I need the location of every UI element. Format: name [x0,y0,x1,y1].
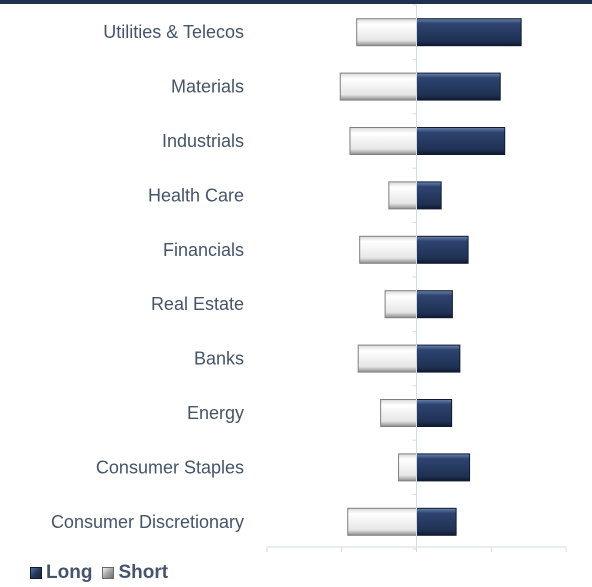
bar-short [347,507,418,536]
bar-short [388,181,417,210]
bar-short [384,290,418,319]
long-swatch-icon [30,567,42,579]
bar-long [416,235,469,264]
bar-long [416,181,442,210]
top-border [0,0,592,4]
category-label: Materials [171,77,244,97]
bar-short [398,453,417,482]
bar-long [416,72,501,101]
bar-short [339,72,418,101]
category-label: Consumer Staples [96,457,244,477]
legend: Long Short [30,562,168,584]
category-label: Real Estate [151,294,244,314]
bar-long [416,507,457,536]
bar-long [416,127,506,155]
category-label: Financials [163,240,244,260]
category-label: Utilities & Telecos [103,22,244,42]
legend-long-label: Long [46,562,93,583]
bar-chart: Utilities & Telecos Materials Industrials H… [51,4,567,552]
bar-short [357,344,418,373]
legend-short-label: Short [118,562,169,583]
bar-short [356,18,418,47]
short-swatch-icon [102,567,115,579]
legend-item-short: Short [102,562,168,584]
category-label: Banks [194,349,244,369]
axes [266,4,567,552]
bar-short [359,235,418,264]
bar-long [416,18,522,47]
bar-long [416,453,471,482]
bar-long [416,290,453,319]
legend-item-long: Long [30,562,92,584]
bar-long [416,399,453,427]
category-labels: Utilities & Telecos Materials Industrials H… [51,22,244,532]
category-label: Energy [187,403,244,423]
category-label: Consumer Discretionary [51,512,244,532]
category-label: Industrials [162,131,244,151]
category-label: Health Care [148,185,244,205]
bar-long [416,344,461,373]
bar-short [349,127,417,155]
bar-short [380,399,417,427]
bars [339,18,522,536]
